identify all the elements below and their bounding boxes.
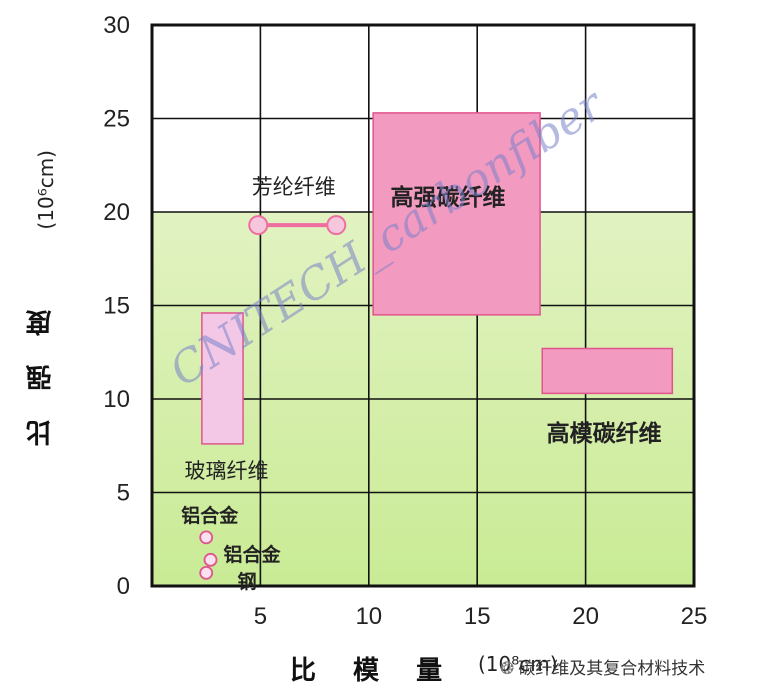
label-aluminum-alloy-1: 铝合金: [181, 504, 239, 527]
data-marks: [199, 112, 674, 580]
y-tick-label: 25: [103, 106, 130, 133]
y-tick-label: 15: [103, 293, 130, 320]
y-tick-label: 20: [103, 199, 130, 226]
y-tick-label: 30: [103, 12, 130, 39]
credit-text: 碳纤维及其复合材料技术: [518, 659, 706, 679]
y-tick-label: 0: [117, 573, 130, 600]
point-铝合金: [203, 552, 218, 567]
source-credit: ❂ 碳纤维及其复合材料技术: [500, 654, 705, 679]
region-高模碳纤维: [541, 347, 674, 395]
x-tick-label: 15: [464, 603, 491, 630]
segment-end-point: [248, 215, 269, 236]
point-铝合金: [199, 530, 214, 545]
label-glass-fiber: 玻璃纤维: [184, 459, 269, 484]
y-axis-label: 比 强 度: [26, 300, 56, 447]
region-玻璃纤维: [201, 312, 244, 445]
y-tick-label: 10: [103, 386, 130, 413]
label-steel: 钢: [237, 571, 257, 594]
x-tick-label: 5: [254, 603, 267, 630]
wechat-icon: ❂: [500, 659, 515, 679]
x-tick-label: 10: [355, 603, 382, 630]
tick-labels: 0 5 10 15 20 25 30 5 10 15 20 25: [103, 12, 707, 630]
segment-end-point: [326, 215, 347, 236]
x-axis-label: 比 模 量: [290, 656, 457, 686]
y-tick-label: 5: [117, 480, 130, 507]
label-high-strength-carbon-fiber: 高强碳纤维: [390, 185, 506, 212]
point-钢: [199, 566, 214, 580]
plot-frame: [150, 23, 696, 588]
label-aramid-fiber: 芳纶纤维: [251, 174, 336, 199]
region-高强碳纤维: [372, 112, 541, 316]
x-tick-label: 20: [572, 603, 599, 630]
label-high-modulus-carbon-fiber: 高模碳纤维: [546, 420, 662, 447]
x-tick-label: 25: [681, 603, 708, 630]
x-axis-unit: (10⁸cm): [478, 652, 558, 676]
label-aluminum-alloy-2: 铝合金: [223, 544, 281, 567]
y-axis-unit: (10⁶cm): [34, 150, 58, 230]
